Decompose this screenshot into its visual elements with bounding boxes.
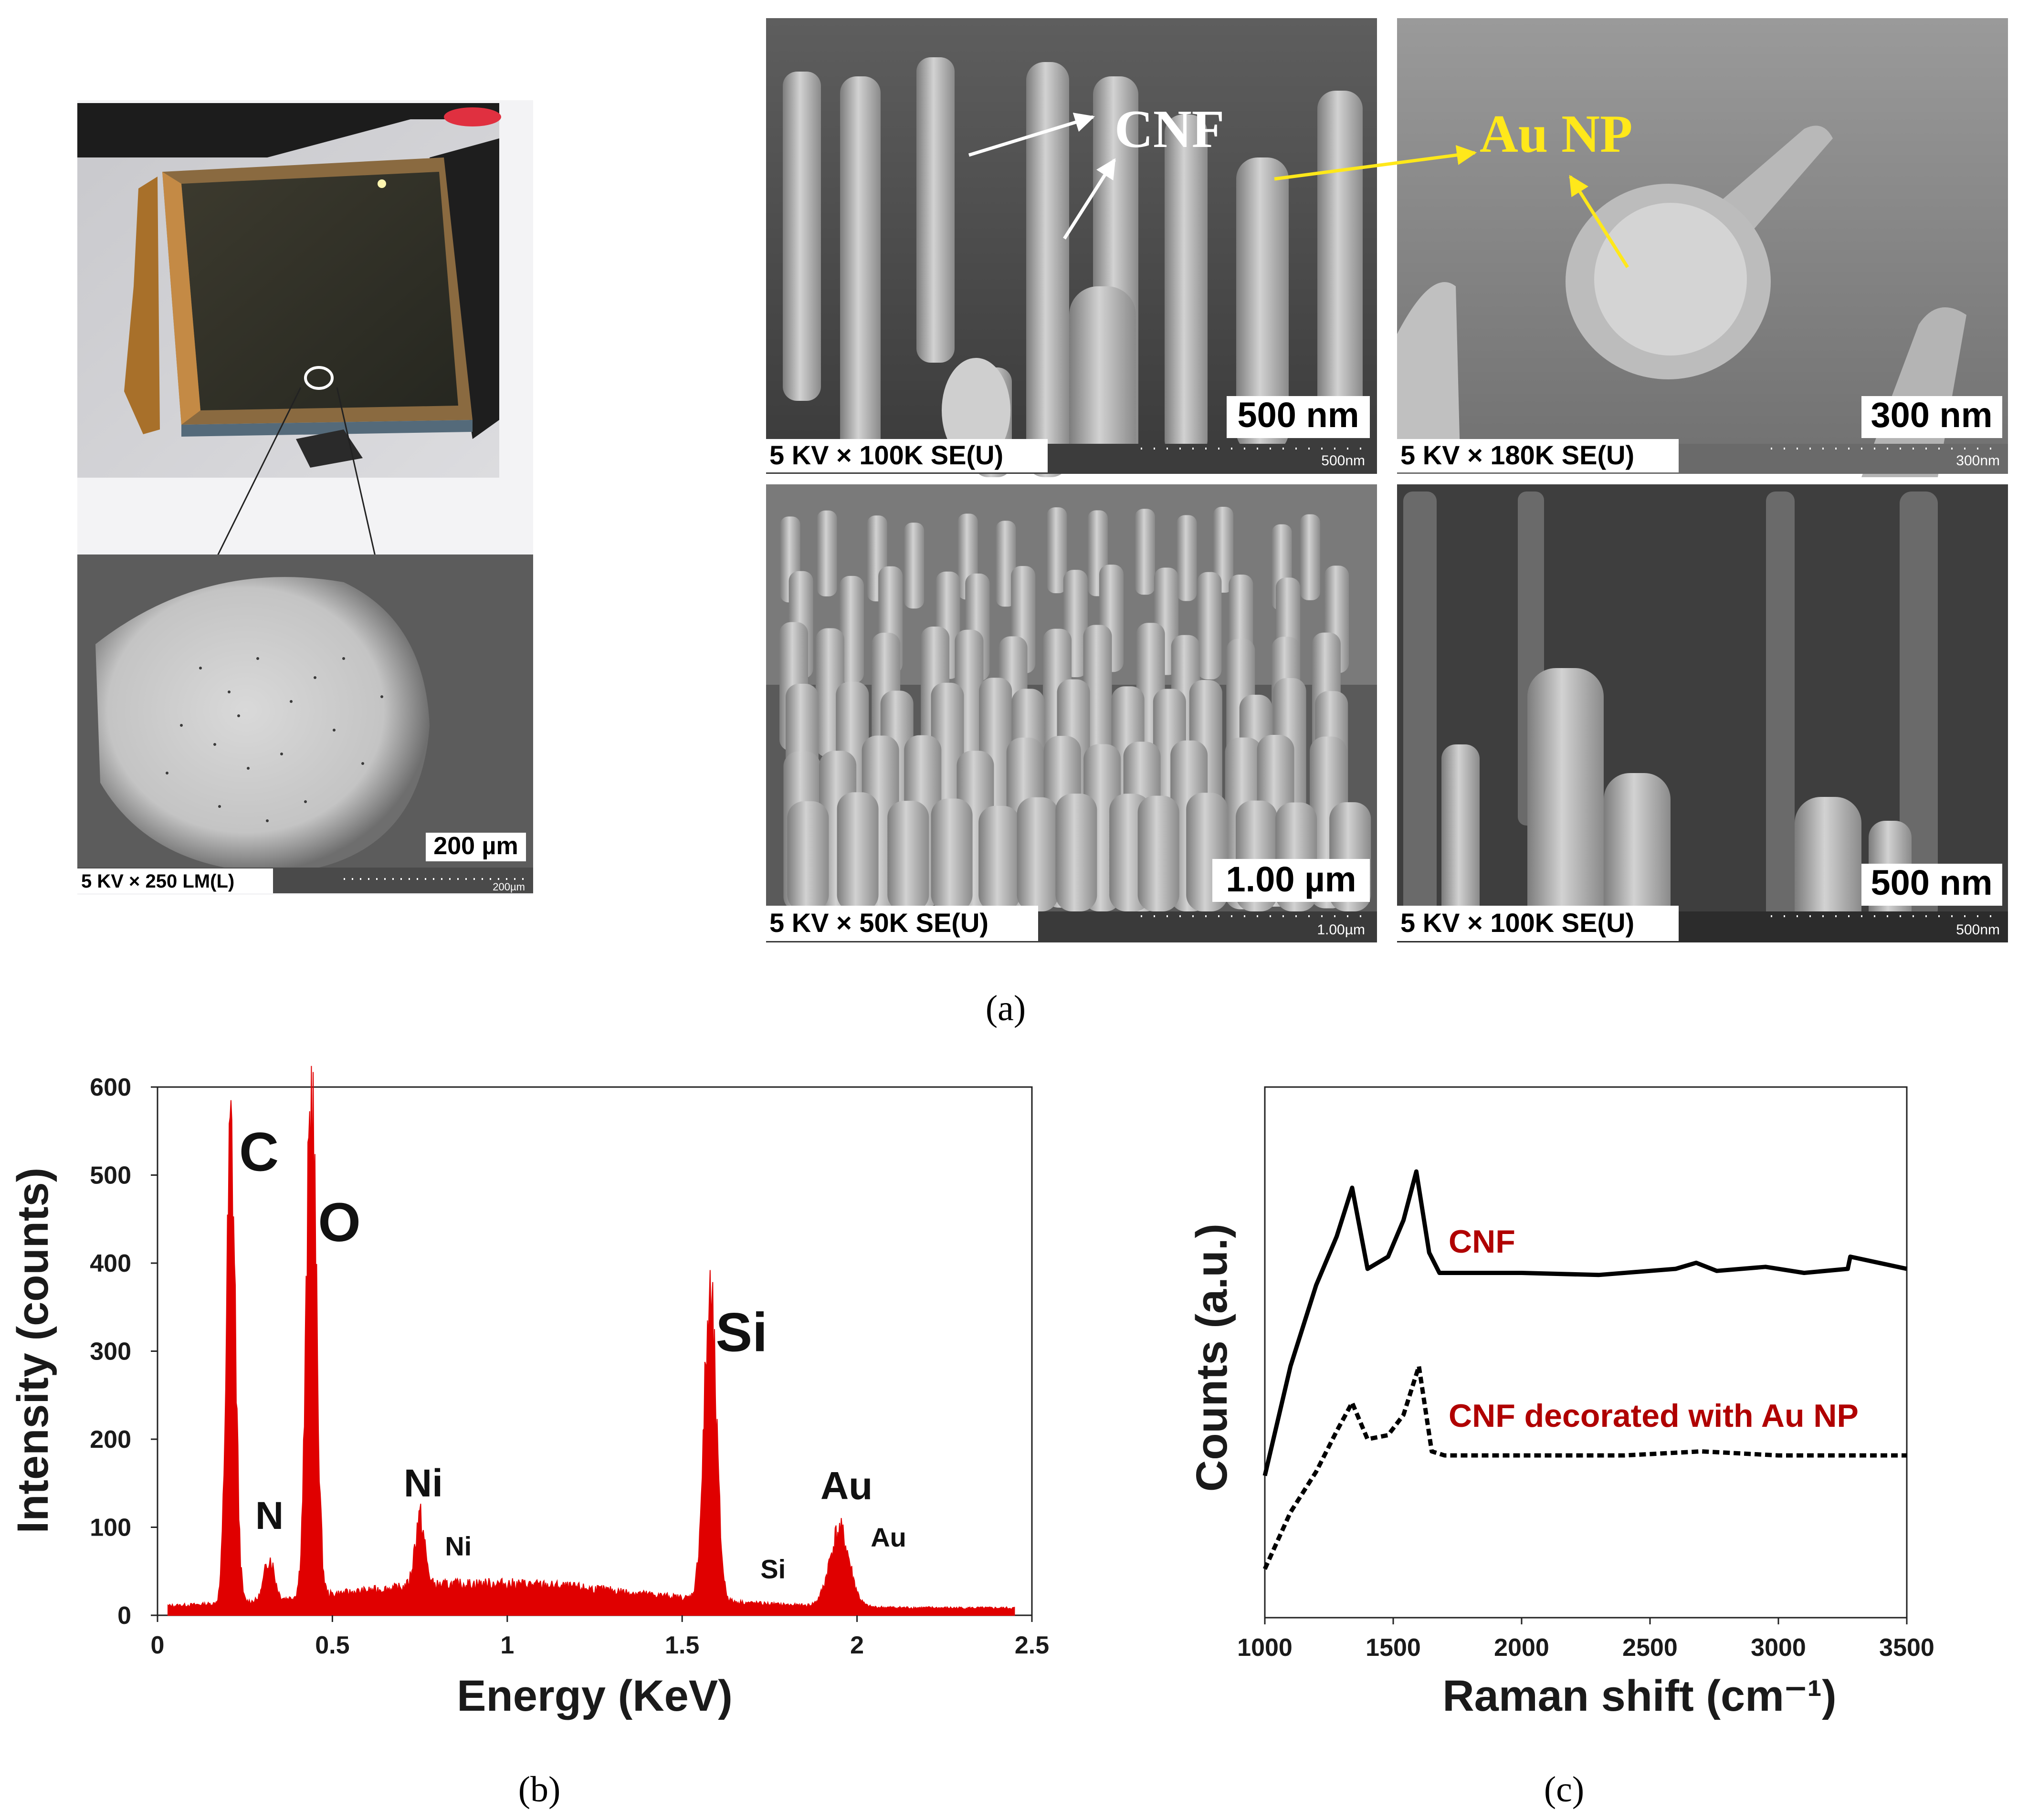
panel-c-raman-chart: 1000 1500 2000 2500 3000 3500 CNF CNF decorate… [1188, 1086, 1934, 1810]
eds-y-axis-label: Intensity (counts) [9, 1168, 57, 1534]
cnf-arrow-1 [968, 113, 1095, 157]
low-mag-footer-box [77, 868, 273, 893]
low-mag-scale-label: 200 µm [433, 832, 518, 860]
sem2-footer-box [1397, 439, 1679, 472]
eds-x-axis-label: Energy (KeV) [457, 1672, 733, 1720]
low-mag-footer: 5 KV × 250 LM(L) [81, 871, 234, 892]
cnf-annotation: CNF [1114, 100, 1224, 159]
raman-series-cnf-au-np [1262, 1364, 1907, 1570]
sem3-tiny-scale: 1.00µm [1317, 922, 1365, 938]
sem3-footer-box [766, 906, 1038, 941]
eds-y-tick-label: 200 [90, 1426, 131, 1454]
sem1-scale-box [1227, 396, 1370, 438]
sem-image-2 [1397, 18, 2008, 477]
eds-peak-label: Au [820, 1464, 872, 1507]
eds-x-tick-label: 1 [500, 1632, 514, 1659]
sem2-scale-box [1861, 396, 2002, 438]
raman-plot-frame [1264, 1086, 1908, 1619]
eds-y-tick-label: 0 [117, 1602, 131, 1630]
sem1-tiny-scale: 500nm [1321, 453, 1365, 469]
eds-x-tick-label: 0 [151, 1632, 165, 1659]
eds-peak-label: Ni [445, 1531, 472, 1561]
sem4-scale-label: 500 nm [1871, 863, 1992, 902]
eds-peak-label: N [255, 1494, 284, 1538]
eds-y-tick-label: 500 [90, 1162, 131, 1190]
eds-x-tick-label: 2.5 [1015, 1632, 1049, 1659]
raman-x-axis-label: Raman shift (cm⁻¹) [1442, 1672, 1837, 1720]
sem4-footer: 5 KV × 100K SE(U) [1400, 908, 1634, 938]
panel-c-caption: (c) [1544, 1769, 1584, 1810]
au-np-arrow-1 [1274, 145, 1477, 181]
sem4-footer-box [1397, 906, 1679, 941]
panel-b-eds-chart: 0 0.5 1 1.5 2 2.5 0 100 200 300 400 500 600 CO Si N Ni A… [9, 1066, 1049, 1810]
raman-x-tick-label: 3500 [1879, 1634, 1934, 1662]
low-mag-sem-image [77, 554, 533, 893]
raman-x-tick-label: 2500 [1622, 1634, 1678, 1662]
raman-series-cnf [1262, 1169, 1907, 1476]
eds-x-tick-label: 2 [850, 1632, 864, 1659]
sem-image-4 [1397, 484, 2008, 942]
panel-a-caption: (a) [986, 988, 1026, 1028]
eds-peak-label: C [239, 1121, 279, 1182]
eds-x-tick-label: 0.5 [315, 1632, 349, 1659]
sem-image-3 [766, 484, 1377, 942]
eds-y-tick-label: 600 [90, 1074, 131, 1101]
eds-y-tick-label: 400 [90, 1250, 131, 1277]
low-mag-tiny-scale: 200µm [493, 881, 525, 893]
cnf-arrow-2 [1063, 158, 1116, 240]
raman-x-tick-label: 1500 [1366, 1634, 1421, 1662]
sem3-footer: 5 KV × 50K SE(U) [769, 908, 988, 938]
sem3-scale-box [1212, 859, 1370, 902]
low-mag-scale-box [426, 833, 526, 861]
eds-spectrum-area [168, 1066, 1015, 1616]
au-np-annotation: Au NP [1480, 105, 1632, 164]
raman-x-tick-label: 1000 [1237, 1634, 1293, 1662]
sem1-footer-box [766, 439, 1048, 472]
panel-b-caption: (b) [518, 1769, 561, 1810]
raman-x-tick-label: 3000 [1751, 1634, 1806, 1662]
au-np-arrow-2 [1569, 175, 1629, 268]
sem2-scale-label: 300 nm [1871, 395, 1992, 435]
sem1-scale-label: 500 nm [1237, 395, 1359, 435]
sem4-scale-box [1861, 864, 2002, 906]
eds-y-tick-label: 100 [90, 1514, 131, 1542]
raman-y-axis-label: Counts (a.u.) [1188, 1224, 1236, 1492]
sem4-tiny-scale: 500nm [1956, 922, 2000, 938]
eds-peak-label: Ni [404, 1462, 443, 1505]
sem2-tiny-scale: 300nm [1956, 453, 2000, 469]
panel-a: 200 µm 5 KV × 250 LM(L) 200µm [77, 18, 2008, 1028]
raman-series-label: CNF decorated with Au NP [1449, 1398, 1859, 1434]
eds-x-tick-label: 1.5 [665, 1632, 699, 1659]
eds-peak-label: Si [760, 1554, 786, 1584]
sem1-footer: 5 KV × 100K SE(U) [769, 440, 1003, 470]
raman-x-tick-label: 2000 [1494, 1634, 1549, 1662]
sem3-scale-label: 1.00 µm [1226, 859, 1356, 899]
sample-photo [77, 103, 501, 478]
eds-peak-label: Au [871, 1522, 906, 1552]
sem2-footer: 5 KV × 180K SE(U) [1400, 440, 1634, 470]
eds-peak-label: Si [715, 1302, 767, 1363]
eds-peak-label: O [318, 1192, 360, 1253]
eds-y-tick-label: 300 [90, 1338, 131, 1366]
raman-series-label: CNF [1449, 1224, 1515, 1260]
